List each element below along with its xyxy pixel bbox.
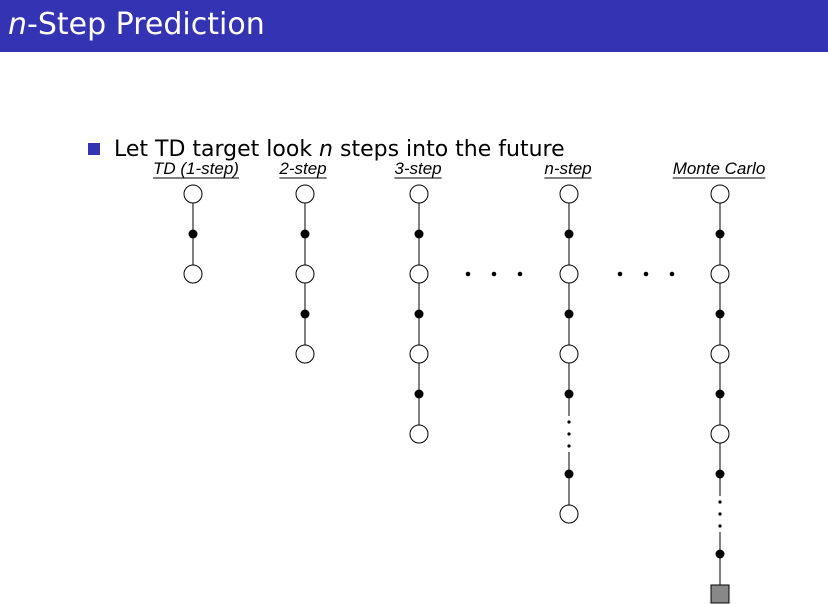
state-node: [295, 344, 315, 364]
action-node: [188, 229, 198, 239]
state-node: [409, 344, 429, 364]
column-ellipsis-dot: [669, 271, 675, 277]
action-node: [300, 229, 310, 239]
state-node: [559, 504, 579, 524]
slide-title: n-Step Prediction: [8, 6, 265, 44]
bullet-text: Let TD target look n steps into the futu…: [114, 137, 565, 162]
action-node: [564, 309, 574, 319]
action-node: [715, 389, 725, 399]
ellipsis-dot: [567, 420, 571, 424]
column-ellipsis-dot: [465, 271, 471, 277]
state-node: [710, 344, 730, 364]
state-node: [710, 264, 730, 284]
state-node: [559, 344, 579, 364]
action-node: [715, 549, 725, 559]
terminal-node: [710, 584, 730, 604]
action-node: [414, 229, 424, 239]
state-node: [409, 184, 429, 204]
column-label: n-step: [544, 159, 591, 178]
state-node: [409, 264, 429, 284]
action-node: [564, 469, 574, 479]
slide-title-italic: n: [8, 7, 28, 42]
bullet-square-icon: [88, 143, 100, 155]
ellipsis-dot: [718, 500, 722, 504]
title-bar: n-Step Prediction: [0, 0, 828, 52]
ellipsis-dot: [718, 524, 722, 528]
ellipsis-dot: [567, 444, 571, 448]
action-node: [564, 389, 574, 399]
slide-title-rest: -Step Prediction: [27, 7, 265, 42]
column-label: 2-step: [278, 159, 326, 178]
ellipsis-dot: [567, 432, 571, 436]
column-ellipsis-dot: [517, 271, 523, 277]
state-node: [183, 264, 203, 284]
state-node: [409, 424, 429, 444]
bullet-text-italic: n: [319, 136, 333, 162]
column-ellipsis-dot: [617, 271, 623, 277]
action-node: [564, 229, 574, 239]
state-node: [710, 424, 730, 444]
action-node: [715, 469, 725, 479]
column-label: TD (1-step): [153, 159, 239, 178]
ellipsis-dot: [718, 512, 722, 516]
action-node: [414, 389, 424, 399]
state-node: [559, 264, 579, 284]
action-node: [715, 309, 725, 319]
column-label: 3-step: [394, 159, 441, 178]
action-node: [300, 309, 310, 319]
state-node: [295, 264, 315, 284]
column-ellipsis-dot: [643, 271, 649, 277]
state-node: [295, 184, 315, 204]
action-node: [715, 229, 725, 239]
column-label: Monte Carlo: [673, 159, 766, 178]
state-node: [710, 184, 730, 204]
action-node: [414, 309, 424, 319]
bullet-item: Let TD target look n steps into the futu…: [88, 136, 565, 162]
bullet-text-pre: Let TD target look: [114, 136, 320, 162]
state-node: [183, 184, 203, 204]
state-node: [559, 184, 579, 204]
bullet-text-post: steps into the future: [333, 136, 565, 162]
column-ellipsis-dot: [491, 271, 497, 277]
